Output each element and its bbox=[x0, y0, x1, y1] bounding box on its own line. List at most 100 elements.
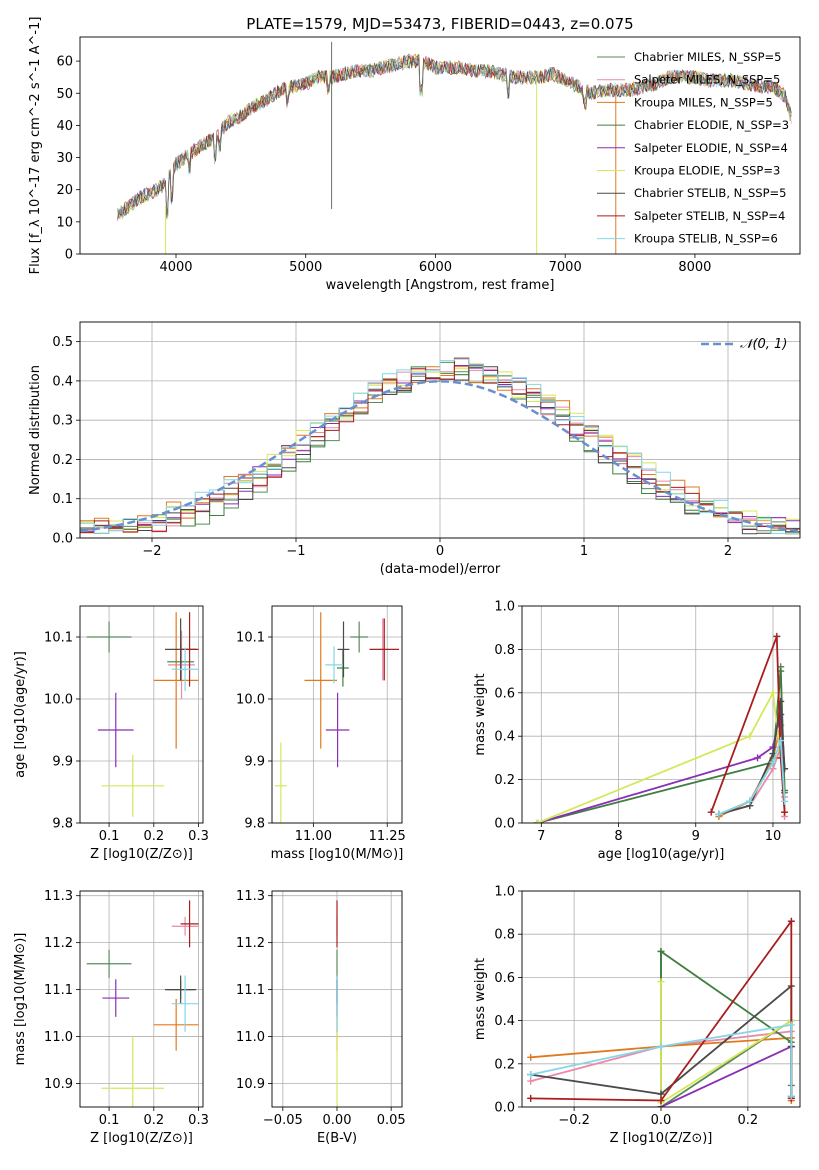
x-axis-label: mass [log10(M/M⊙)] bbox=[271, 847, 404, 862]
y-tick-label: 10.0 bbox=[236, 693, 265, 708]
y-tick-label: 40 bbox=[56, 119, 73, 134]
y-axis-label: mass [log10(M/M⊙)] bbox=[13, 933, 28, 1066]
x-tick-label: 4000 bbox=[159, 260, 192, 275]
y-tick-label: 50 bbox=[56, 87, 73, 102]
y-tick-label: 1.0 bbox=[494, 600, 515, 615]
y-tick-label: 0.2 bbox=[494, 773, 515, 788]
weight-marker bbox=[657, 1043, 665, 1051]
weight-marker bbox=[769, 765, 777, 773]
age-vs-mass-panel: 11.00 11.25 9.8 9.9 10.0 10.1 mass [log10(M/M⊙… bbox=[236, 605, 406, 862]
y-tick-label: 10.0 bbox=[44, 693, 73, 708]
histogram-step bbox=[80, 358, 800, 535]
y-tick-label: 9.9 bbox=[52, 755, 73, 770]
age-vs-mass-marks bbox=[274, 612, 400, 823]
x-tick-label: 5000 bbox=[289, 260, 322, 275]
y-tick-label: 0.0 bbox=[52, 532, 73, 547]
figure-title: PLATE=1579, MJD=53473, FIBERID=0443, z=0… bbox=[246, 15, 633, 33]
y-tick-label: 60 bbox=[56, 55, 73, 70]
weight-line bbox=[537, 671, 786, 823]
weight-line bbox=[660, 949, 793, 1107]
weight-marker bbox=[527, 1053, 535, 1061]
x-axis-label: Z [log10(Z/Z⊙)] bbox=[90, 847, 193, 862]
weight-marker bbox=[707, 808, 715, 816]
legend-entry: Kroupa MILES, N_SSP=5 bbox=[634, 95, 773, 109]
x-tick-label: 0.00 bbox=[323, 1113, 352, 1128]
x-tick-label: 7 bbox=[537, 829, 545, 844]
x-tick-label: 0.3 bbox=[188, 1113, 209, 1128]
axes-frame bbox=[79, 890, 204, 1108]
x-tick-label: 6000 bbox=[419, 260, 452, 275]
spectrum-panel: 4000 5000 6000 7000 8000 0 10 20 30 40 50 60 Chabrie… bbox=[28, 17, 801, 293]
x-tick-label: 0.2 bbox=[143, 829, 164, 844]
x-tick-label: 7000 bbox=[549, 260, 582, 275]
weight-marker bbox=[787, 1092, 795, 1100]
weight-vs-age-panel: 7 8 9 10 0.0 0.2 0.4 0.6 0.8 1.0 age [log10(age/yr… bbox=[473, 600, 801, 862]
weight-marker bbox=[769, 689, 777, 697]
legend-entry: 𝒩(0, 1) bbox=[740, 337, 787, 352]
mass-vs-metallicity-panel: 0.1 0.2 0.3 10.9 11.0 11.1 11.2 11.3 Z [log10(Z/… bbox=[13, 889, 209, 1146]
weight-marker bbox=[769, 758, 777, 766]
histogram-step bbox=[80, 361, 800, 534]
x-tick-label: 0.1 bbox=[99, 1113, 120, 1128]
y-tick-label: 0.8 bbox=[494, 643, 515, 658]
weight-marker bbox=[754, 754, 762, 762]
y-axis-label: Flux [f_λ 10^-17 erg cm^-2 s^-1 A^-1] bbox=[28, 17, 43, 275]
y-axis-label: age [log10(age/yr)] bbox=[13, 651, 28, 778]
axes-frame bbox=[79, 321, 801, 539]
y-tick-label: 10 bbox=[56, 215, 73, 230]
x-tick-label: 0.05 bbox=[377, 1113, 406, 1128]
y-tick-label: 0.3 bbox=[52, 414, 73, 429]
y-tick-label: 9.8 bbox=[244, 817, 265, 832]
x-axis-label: E(B-V) bbox=[317, 1131, 357, 1146]
x-tick-label: −0.2 bbox=[558, 1113, 590, 1128]
weight-marker bbox=[527, 1094, 535, 1102]
weight-marker bbox=[657, 978, 665, 986]
residual-hist-panel: −2 −1 0 1 2 0.0 0.1 0.2 0.3 0.4 0.5 𝒩(0, 1) (data-mo… bbox=[28, 321, 801, 577]
x-tick-label: −2 bbox=[142, 544, 161, 559]
y-tick-label: 0.2 bbox=[494, 1057, 515, 1072]
y-tick-label: 11.1 bbox=[236, 983, 265, 998]
y-tick-label: 0.8 bbox=[494, 928, 515, 943]
weight-marker bbox=[746, 797, 754, 805]
weight-marker bbox=[781, 808, 789, 816]
mass-vs-metallicity-marks bbox=[86, 900, 199, 1107]
x-tick-label: 0 bbox=[436, 544, 444, 559]
weight-marker bbox=[657, 1090, 665, 1098]
weight-vs-metallicity-marks bbox=[527, 917, 795, 1107]
age-vs-metallicity-marks bbox=[86, 612, 199, 817]
axes-frame bbox=[79, 36, 801, 255]
x-tick-label: 0.3 bbox=[188, 829, 209, 844]
weight-marker bbox=[787, 1021, 795, 1029]
legend-entry: Chabrier MILES, N_SSP=5 bbox=[634, 50, 781, 64]
x-tick-label: 0.1 bbox=[99, 829, 120, 844]
y-tick-label: 11.3 bbox=[236, 889, 265, 904]
weight-line bbox=[530, 1023, 793, 1097]
spectrum-line bbox=[117, 53, 792, 219]
x-axis-label: age [log10(age/yr)] bbox=[598, 847, 725, 862]
age-vs-metallicity-panel: 0.1 0.2 0.3 9.8 9.9 10.0 10.1 Z [log10(Z/Z⊙)] ag… bbox=[13, 605, 209, 862]
weight-marker bbox=[715, 810, 723, 818]
y-tick-label: 11.2 bbox=[44, 936, 73, 951]
y-tick-label: 0.1 bbox=[52, 492, 73, 507]
histogram-step bbox=[80, 366, 800, 535]
weight-marker bbox=[533, 819, 541, 823]
weight-vs-metallicity-panel: −0.2 0.0 0.2 0.0 0.2 0.4 0.6 0.8 1.0 Z [log10(Z/Z… bbox=[473, 885, 801, 1146]
x-tick-label: 11.00 bbox=[295, 829, 332, 844]
y-tick-label: 0.6 bbox=[494, 686, 515, 701]
weight-marker bbox=[657, 947, 665, 955]
legend-entry: Chabrier STELIB, N_SSP=5 bbox=[634, 186, 786, 200]
y-axis-label: mass weight bbox=[473, 673, 488, 755]
histogram-step bbox=[80, 357, 800, 534]
y-tick-label: 0.4 bbox=[494, 730, 515, 745]
y-tick-label: 0.5 bbox=[52, 335, 73, 350]
x-tick-label: 0.2 bbox=[738, 1113, 759, 1128]
y-tick-label: 30 bbox=[56, 151, 73, 166]
residual-hist-marks bbox=[80, 357, 800, 535]
y-tick-label: 1.0 bbox=[494, 885, 515, 900]
weight-marker bbox=[777, 737, 785, 745]
legend-entry: Salpeter STELIB, N_SSP=4 bbox=[634, 209, 785, 223]
weight-marker bbox=[787, 917, 795, 925]
y-tick-label: 0.0 bbox=[494, 817, 515, 832]
axes-frame bbox=[271, 890, 403, 1108]
